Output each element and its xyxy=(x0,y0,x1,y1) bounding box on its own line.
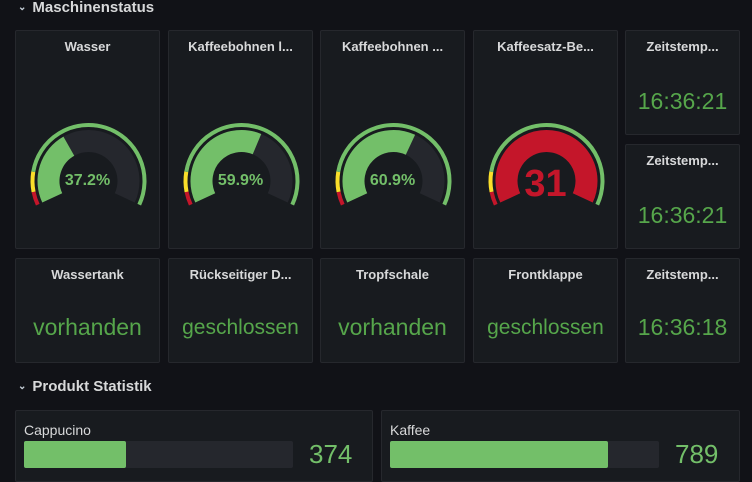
panel-title: Zeitstemp... xyxy=(646,267,719,282)
gauge-panel-kaffeebohnen-2[interactable]: Kaffeebohnen ... 60.9% xyxy=(320,30,465,249)
timestamp-value: 16:36:21 xyxy=(637,88,728,114)
gauge-threshold-red xyxy=(31,191,40,206)
status-value: vorhanden xyxy=(33,314,142,340)
gauge-chart xyxy=(30,123,147,206)
section-title: Maschinenstatus xyxy=(32,0,155,16)
gauge-threshold-yellow xyxy=(183,171,189,193)
status-panel-rueckseitiger[interactable]: Rückseitiger D... geschlossen xyxy=(168,258,313,363)
gauge-threshold-yellow xyxy=(335,171,341,193)
status-value: vorhanden xyxy=(338,314,447,340)
gauge-threshold-red xyxy=(336,191,345,206)
status-panel-tropfschale[interactable]: Tropfschale vorhanden xyxy=(320,258,465,363)
gauge-threshold-green xyxy=(184,123,300,206)
panel-title: Frontklappe xyxy=(508,267,583,282)
gauge-chart xyxy=(488,123,605,206)
gauge-panel-wasser[interactable]: Wasser 37.2% xyxy=(15,30,160,249)
gauge-value-arc xyxy=(495,130,598,203)
gauge-threshold-yellow xyxy=(488,171,494,193)
product-bar-fill xyxy=(24,441,127,468)
product-panel-cappucino[interactable]: Cappucino 374 xyxy=(15,410,373,482)
timestamp-panel-3[interactable]: Zeitstemp... 16:36:18 xyxy=(625,258,740,363)
product-count: 374 xyxy=(309,439,353,469)
gauge-panel-kaffeebohnen-1[interactable]: Kaffeebohnen l... 59.9% xyxy=(168,30,313,249)
gauge-threshold-yellow xyxy=(30,171,36,193)
chevron-down-icon: ⌄ xyxy=(18,380,27,392)
section-header-machine-status[interactable]: ⌄ Maschinenstatus xyxy=(18,0,154,17)
gauge-threshold-red xyxy=(489,191,498,206)
gauge-value: 59.9% xyxy=(217,172,264,189)
section-title: Produkt Statistik xyxy=(32,377,152,395)
gauge-value-arc xyxy=(342,130,416,203)
timestamp-value: 16:36:21 xyxy=(637,202,728,228)
chevron-down-icon: ⌄ xyxy=(18,1,27,13)
panel-title: Zeitstemp... xyxy=(646,153,719,168)
gauge-threshold-red xyxy=(184,191,193,206)
status-value: geschlossen xyxy=(487,316,604,339)
section-header-product-stats[interactable]: ⌄ Produkt Statistik xyxy=(18,376,152,396)
status-value: geschlossen xyxy=(182,316,299,339)
gauge-value-arc xyxy=(37,136,75,203)
gauge-chart xyxy=(335,123,452,206)
timestamp-panel-2[interactable]: Zeitstemp... 16:36:21 xyxy=(625,144,740,249)
panel-title: Zeitstemp... xyxy=(646,39,719,54)
status-panel-wassertank[interactable]: Wassertank vorhanden xyxy=(15,258,160,363)
panel-title: Rückseitiger D... xyxy=(189,267,292,282)
gauge-chart xyxy=(183,123,300,206)
gauge-panel-kaffeesatz[interactable]: Kaffeesatz-Be... 31 xyxy=(473,30,618,249)
timestamp-panel-1[interactable]: Zeitstemp... 16:36:21 xyxy=(625,30,740,135)
product-name: Kaffee xyxy=(390,422,431,438)
panel-title: Tropfschale xyxy=(356,267,429,282)
product-name: Cappucino xyxy=(24,422,91,438)
product-bar-track xyxy=(390,441,659,468)
gauge-value: 60.9% xyxy=(369,172,416,189)
panel-title: Wassertank xyxy=(51,267,124,282)
gauge-value-arc xyxy=(190,130,262,203)
product-panel-kaffee[interactable]: Kaffee 789 xyxy=(381,410,740,482)
timestamp-value: 16:36:18 xyxy=(637,314,728,340)
gauge-value: 37.2% xyxy=(64,172,111,189)
product-bar-track xyxy=(24,441,293,468)
gauge-threshold-green xyxy=(31,123,147,206)
product-bar-fill xyxy=(390,441,608,468)
gauge-value: 31 xyxy=(524,163,567,205)
gauge-threshold-green xyxy=(336,123,452,206)
product-count: 789 xyxy=(675,439,719,469)
status-panel-frontklappe[interactable]: Frontklappe geschlossen xyxy=(473,258,618,363)
gauge-threshold-green xyxy=(489,123,605,206)
